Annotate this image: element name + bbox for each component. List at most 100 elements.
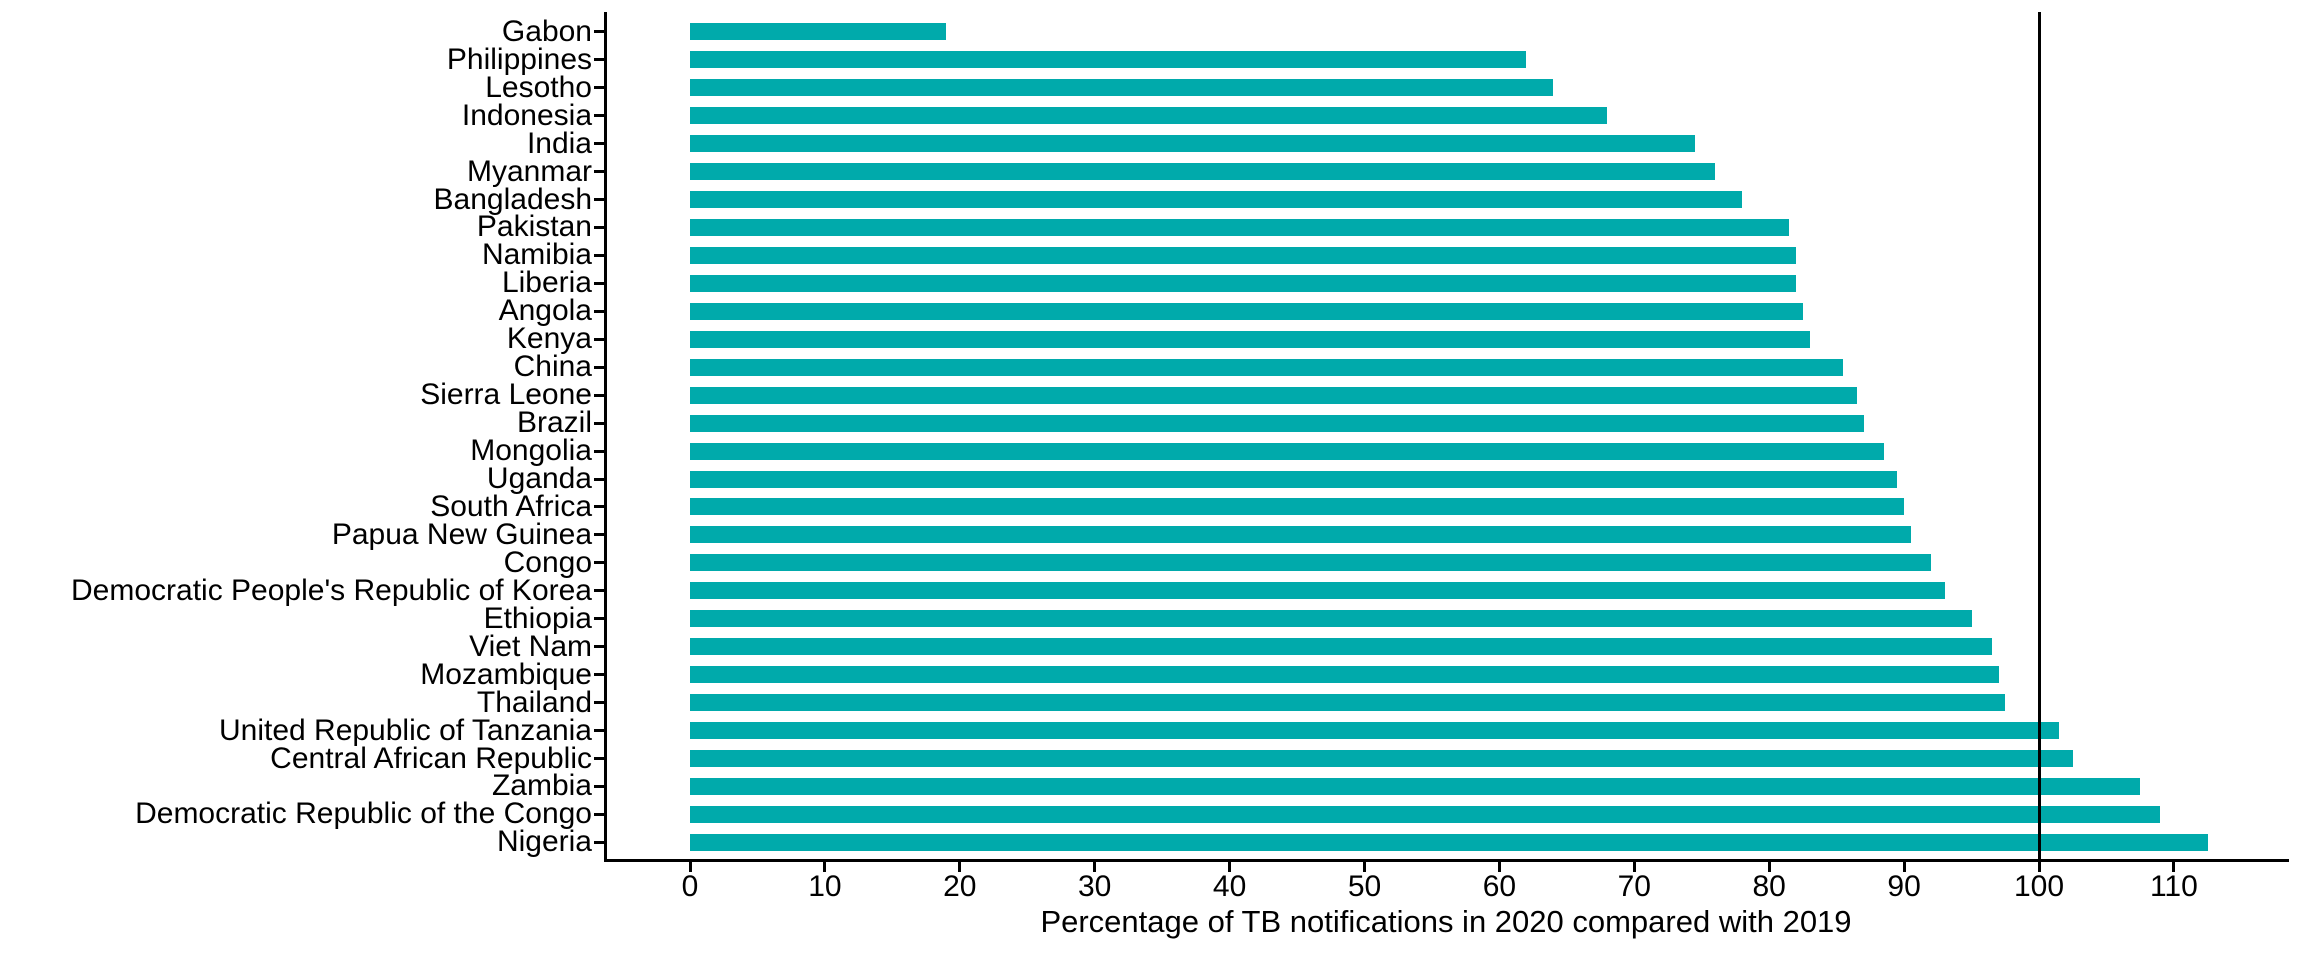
- bar: [690, 246, 1797, 264]
- y-tick: [594, 198, 604, 201]
- y-tick: [594, 840, 604, 844]
- y-tick: [594, 114, 604, 118]
- category-label: Ethiopia: [483, 601, 592, 635]
- y-tick: [594, 253, 604, 257]
- x-tick-label: 10: [808, 870, 842, 903]
- y-tick: [594, 142, 604, 146]
- x-tick-label: 50: [1347, 870, 1382, 903]
- category-label: India: [526, 126, 592, 160]
- bar: [690, 666, 1999, 684]
- x-tick: [1093, 862, 1097, 872]
- y-tick: [594, 58, 604, 62]
- y-tick: [594, 309, 604, 313]
- bar: [690, 442, 1884, 460]
- y-tick: [594, 505, 604, 509]
- category-label: Central African Republic: [270, 741, 592, 775]
- category-label: Namibia: [481, 238, 592, 272]
- category-label: Viet Nam: [469, 629, 592, 663]
- bar: [690, 722, 2060, 740]
- bar: [690, 191, 1743, 208]
- category-label: Sierra Leone: [420, 378, 592, 412]
- category-label: Bangladesh: [433, 182, 592, 216]
- x-tick-label: 90: [1887, 870, 1921, 903]
- category-label: Congo: [503, 545, 592, 579]
- y-tick: [594, 617, 604, 621]
- bar: [690, 526, 1911, 544]
- x-tick: [958, 862, 962, 872]
- category-label: Uganda: [486, 462, 592, 495]
- category-label: Philippines: [446, 42, 592, 76]
- y-tick: [594, 561, 604, 565]
- y-tick: [594, 86, 604, 90]
- y-tick: [594, 393, 604, 397]
- bar: [690, 498, 1905, 516]
- y-tick: [594, 225, 604, 229]
- x-tick-label: 60: [1482, 870, 1517, 903]
- x-tick: [2172, 862, 2176, 872]
- x-tick: [1228, 862, 1232, 872]
- x-tick-label: 30: [1078, 870, 1112, 903]
- bar: [690, 470, 1898, 488]
- bar: [690, 218, 1790, 236]
- y-tick: [594, 645, 604, 649]
- category-label: South Africa: [430, 489, 592, 523]
- y-tick: [594, 477, 604, 481]
- x-tick: [1902, 862, 1906, 872]
- x-tick-label: 40: [1212, 870, 1247, 903]
- bar: [690, 554, 1932, 572]
- category-label: Mongolia: [470, 434, 592, 468]
- bar: [690, 23, 947, 41]
- y-tick: [594, 170, 604, 174]
- x-tick-label: 0: [681, 870, 699, 903]
- y-tick: [594, 589, 604, 593]
- category-label: Democratic Republic of the Congo: [135, 797, 592, 831]
- y-tick: [594, 337, 604, 341]
- category-label: Angola: [498, 294, 592, 328]
- category-label: United Republic of Tanzania: [218, 713, 592, 747]
- x-tick: [1363, 862, 1366, 872]
- bar: [690, 414, 1864, 432]
- category-label: Brazil: [516, 406, 592, 440]
- y-tick: [594, 812, 604, 816]
- bar: [690, 51, 1527, 69]
- x-tick: [823, 862, 827, 872]
- y-tick: [594, 701, 604, 705]
- bar: [690, 386, 1857, 404]
- x-tick: [2037, 862, 2041, 872]
- bar: [690, 358, 1844, 376]
- category-label: Indonesia: [461, 98, 592, 132]
- category-label: Myanmar: [466, 154, 592, 188]
- bar: [690, 107, 1608, 125]
- x-tick: [1632, 862, 1636, 872]
- bar: [690, 805, 2161, 823]
- category-label: China: [513, 350, 592, 384]
- x-tick: [688, 862, 692, 872]
- category-label: Kenya: [506, 322, 592, 356]
- category-label: Pakistan: [476, 210, 592, 244]
- bar: [690, 777, 2141, 795]
- y-tick: [594, 673, 604, 677]
- category-label: Democratic People's Republic of Korea: [71, 573, 592, 607]
- category-label: Mozambique: [420, 657, 592, 691]
- x-tick-label: 70: [1617, 870, 1651, 903]
- y-tick: [594, 30, 604, 34]
- y-tick: [594, 784, 604, 788]
- bar: [690, 694, 2006, 712]
- bar: [690, 833, 2208, 851]
- y-tick: [594, 729, 604, 733]
- y-axis-line: [604, 12, 607, 862]
- category-label: Zambia: [491, 769, 592, 803]
- bar: [690, 582, 1945, 600]
- bar: [690, 274, 1797, 292]
- x-tick-label: 100: [2013, 870, 2065, 903]
- category-label: Lesotho: [485, 70, 592, 104]
- bar: [690, 163, 1716, 181]
- x-axis-title: Percentage of TB notifications in 2020 c…: [1040, 904, 1852, 939]
- category-label: Gabon: [501, 14, 592, 48]
- x-tick: [1767, 862, 1771, 872]
- y-tick: [594, 449, 604, 453]
- bar: [690, 610, 1972, 628]
- y-tick: [594, 533, 604, 537]
- bar: [690, 330, 1810, 348]
